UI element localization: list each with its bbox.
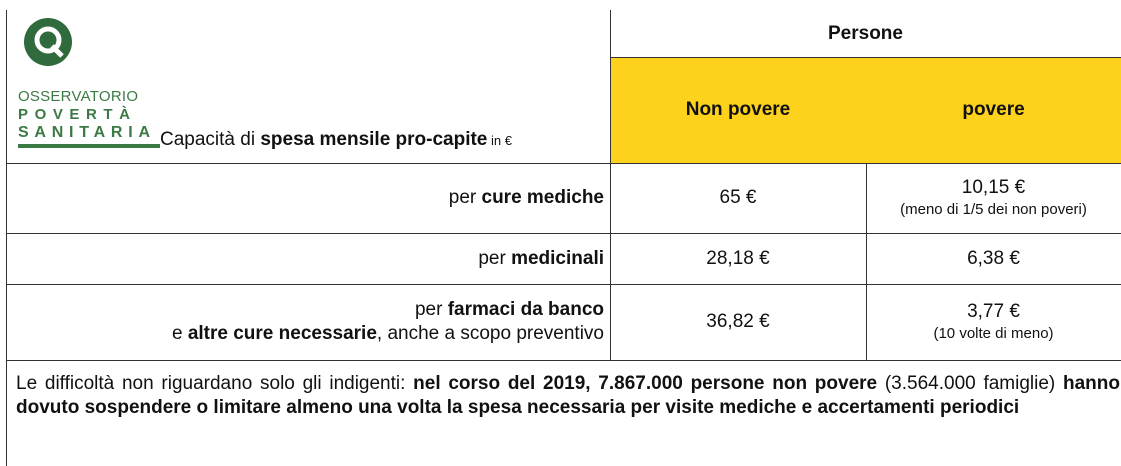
border: [6, 163, 1121, 164]
logo-bar: [18, 144, 160, 148]
text-run: farmaci da banco: [447, 299, 604, 320]
text-run: cure mediche: [481, 187, 605, 208]
corner-line: Capacità di spesa mensile pro-capite in …: [160, 128, 512, 153]
cell: 10,15 € (meno di 1/5 dei non poveri): [866, 163, 1121, 233]
row-label-line: per farmaci da banco: [415, 298, 604, 322]
cell: 6,38 €: [866, 233, 1121, 284]
cell-value: 3,77 €: [967, 301, 1020, 322]
border: [610, 10, 611, 360]
row-label: per medicinali: [10, 233, 604, 284]
text-run: Le difficoltà non riguardano solo gli in…: [16, 373, 414, 394]
text-run: in €: [487, 132, 512, 148]
text-run: per: [478, 247, 512, 269]
border: [866, 163, 867, 360]
cell: 65 €: [610, 163, 866, 233]
border: [610, 57, 1121, 58]
text-run: (3.564.000 famiglie): [877, 373, 1063, 394]
column-header-text: povere: [962, 99, 1025, 120]
cell-value: 36,82 €: [706, 311, 770, 332]
cell-value: 10,15 €: [961, 177, 1026, 198]
border: [6, 284, 1121, 285]
border: [6, 233, 1121, 234]
logo-q: [34, 26, 62, 54]
logo-text: SANITARIA: [18, 124, 152, 141]
yellow-header: [610, 57, 1121, 163]
logo-text: OSSERVATORIO: [18, 88, 138, 105]
row-label-line: per cure mediche: [449, 186, 604, 210]
logo: OSSERVATORIO POVERTÀ SANITARIA: [18, 18, 160, 148]
column-header: Non povere: [610, 57, 866, 163]
text-run: per: [448, 187, 482, 208]
column-header: povere: [866, 57, 1121, 163]
text-run: e: [171, 323, 188, 344]
logo-text: POVERTÀ: [18, 106, 138, 123]
cell-note: (10 volte di meno): [933, 325, 1054, 342]
text-run: hanno dovuto sospendere o limitare almen…: [16, 373, 1120, 418]
cell-value: 6,38 €: [967, 247, 1020, 269]
cell: 36,82 €: [610, 284, 866, 360]
logo-circle: [24, 18, 72, 66]
text-run: , anche a scopo preventivo: [376, 323, 604, 344]
group-header-text: Persone: [828, 22, 903, 44]
text-run: medicinali: [511, 247, 604, 269]
cell-value: 65 €: [719, 187, 757, 208]
corner-label: Capacità di spesa mensile pro-capite in …: [160, 120, 608, 160]
row-label-line: e altre cure necessarie, anche a scopo p…: [172, 322, 604, 346]
note: Le difficoltà non riguardano solo gli in…: [16, 372, 1120, 420]
row-label: per cure mediche: [10, 163, 604, 233]
text-run: Capacità di: [160, 128, 261, 150]
text-run: per: [414, 299, 448, 320]
text-run: altre cure necessarie: [187, 323, 377, 344]
row-label: per farmaci da banco e altre cure necessa…: [10, 284, 604, 360]
cell-value: 28,18 €: [706, 247, 770, 269]
cell-note: (meno di 1/5 dei non poveri): [900, 201, 1087, 218]
column-header-text: Non povere: [685, 99, 791, 120]
cell: 3,77 € (10 volte di meno): [866, 284, 1121, 360]
row-label-line: per medicinali: [478, 247, 604, 271]
cell: 28,18 €: [610, 233, 866, 284]
border: [6, 360, 1121, 361]
group-header: Persone: [610, 10, 1121, 57]
text-run: spesa mensile pro-capite: [260, 128, 488, 150]
text-run: nel corso del 2019, 7.867.000 persone no…: [413, 373, 878, 394]
border: [6, 10, 7, 466]
logo-q: [50, 44, 64, 58]
